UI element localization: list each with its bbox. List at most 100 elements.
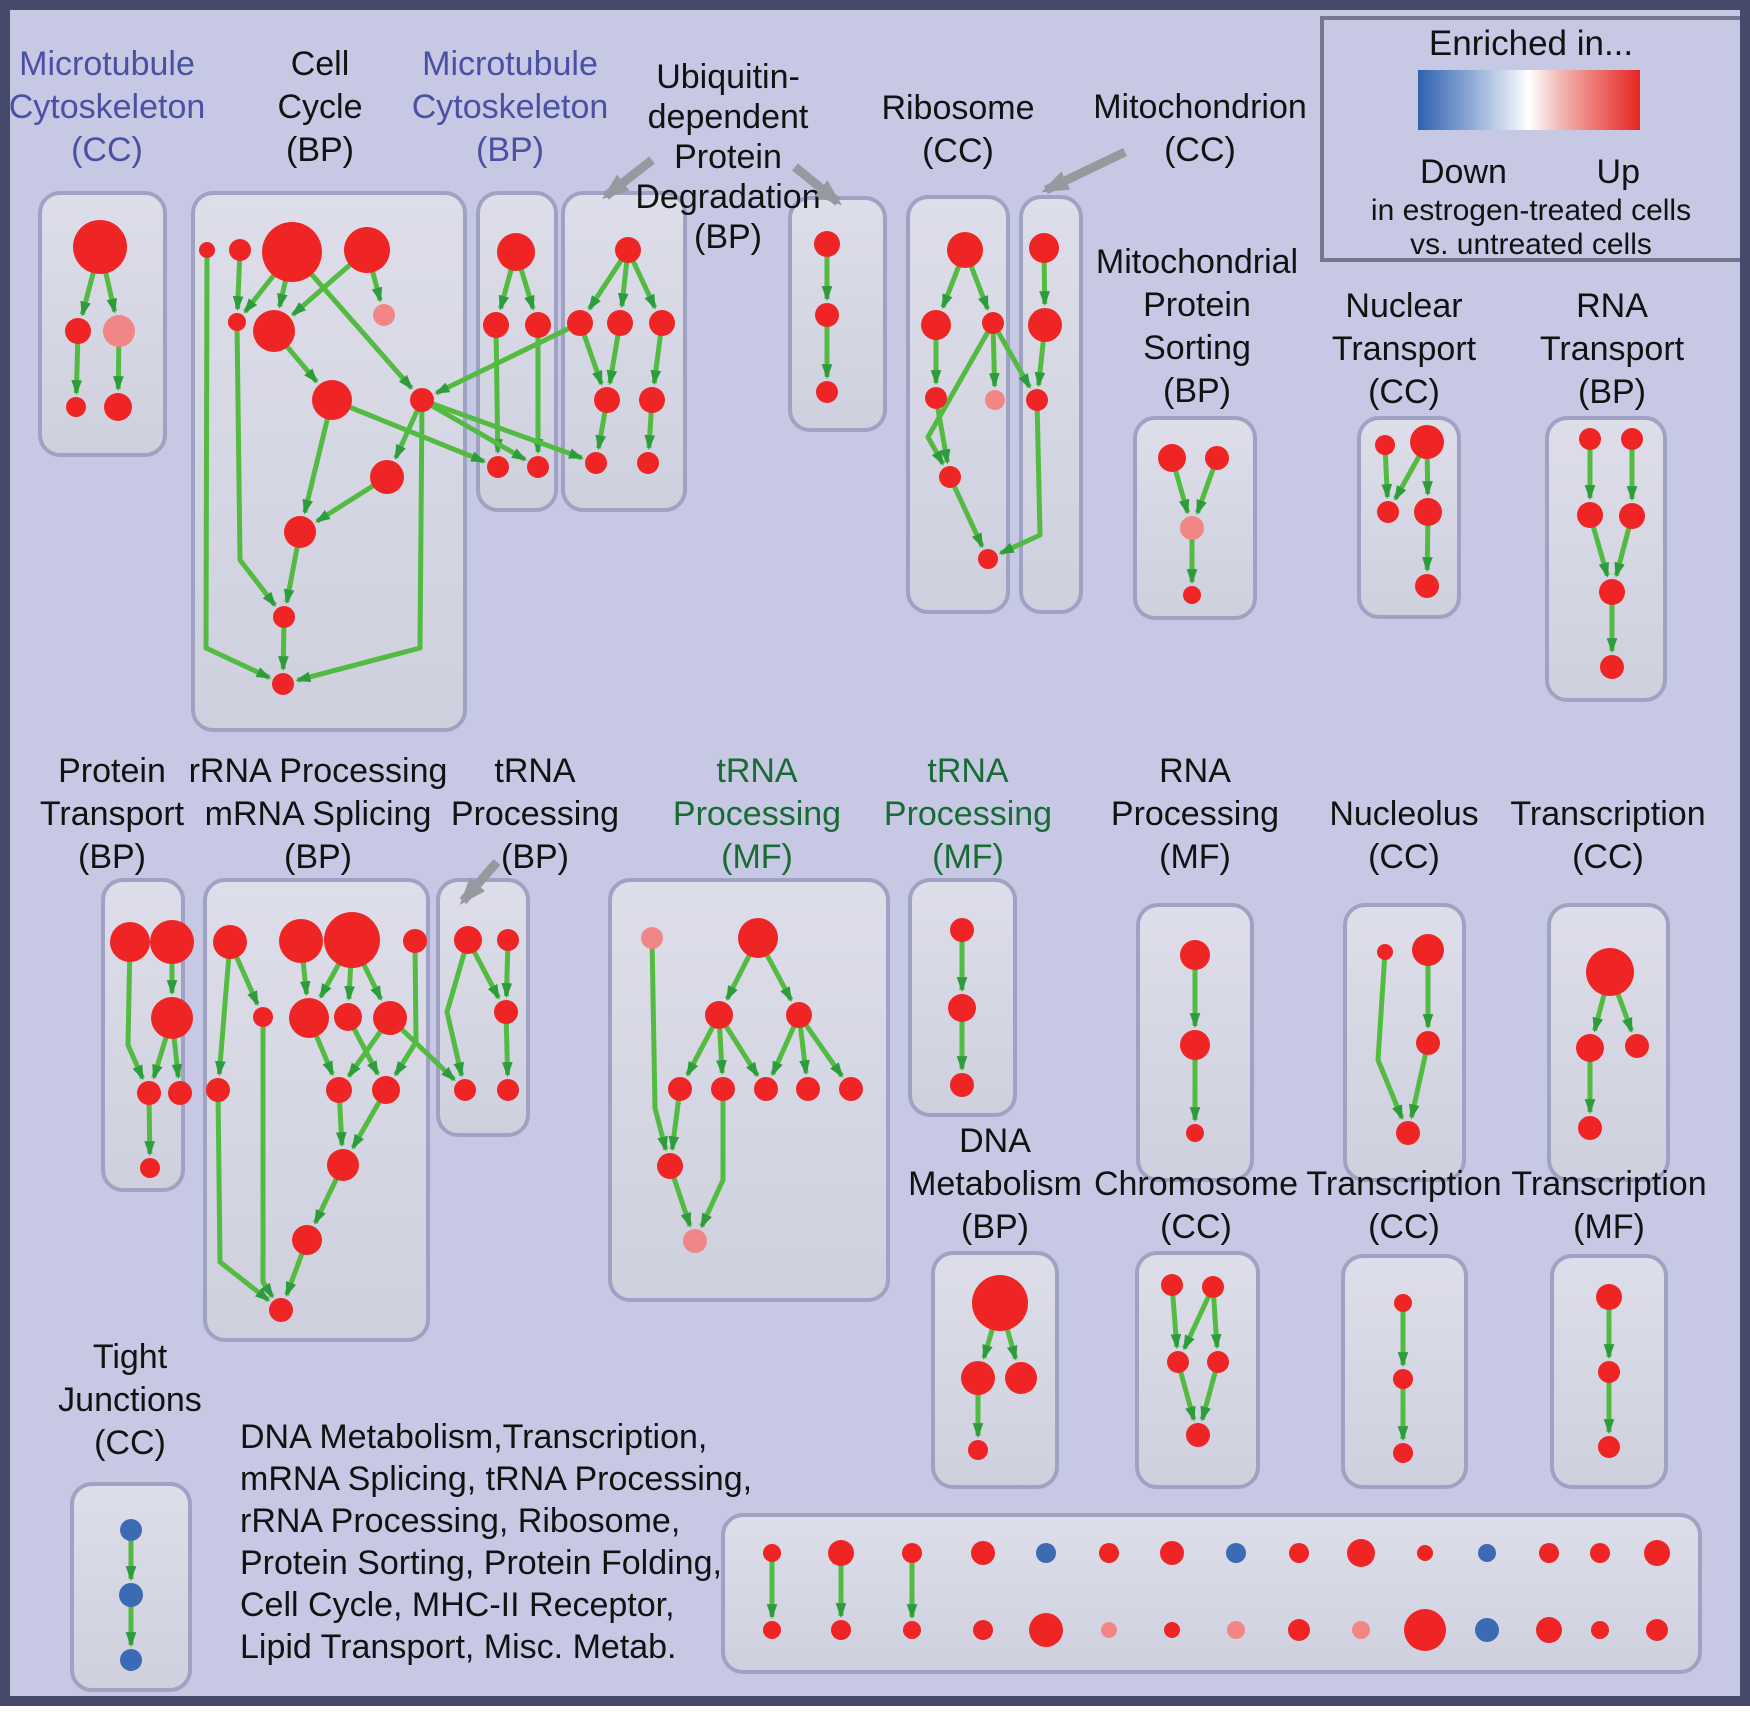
go-term-node-U8b	[1227, 1621, 1245, 1639]
cluster-label-mito-protein-sorting: (BP)	[1163, 372, 1231, 410]
cluster-label-ribosome-cc: (CC)	[922, 132, 994, 170]
go-term-node-U5b	[1029, 1613, 1063, 1647]
go-term-node-B6	[253, 310, 295, 352]
legend-subtitle-line2: vs. untreated cells	[1410, 228, 1652, 261]
go-term-node-U13t	[1539, 1543, 1559, 1563]
cluster-label-ubiquitin-degradation: dependent	[648, 98, 809, 136]
cluster-label-rna-processing-mf: (MF)	[1159, 838, 1231, 876]
cluster-label-transcription-cc-mid: Transcription	[1510, 795, 1705, 833]
cluster-label-trna-mf-large: (MF)	[721, 838, 793, 876]
go-term-node-V1	[1394, 1294, 1412, 1312]
go-term-node-P2	[1180, 1030, 1210, 1060]
go-term-node-P3	[1186, 1124, 1204, 1142]
go-term-node-N6	[711, 1077, 735, 1101]
go-term-node-T2	[1202, 1276, 1224, 1298]
annotation-arrows-layer	[459, 147, 1127, 905]
go-term-node-U6t	[1099, 1543, 1119, 1563]
go-term-node-F4	[925, 387, 947, 409]
cluster-label-tight-junctions: (CC)	[94, 1424, 166, 1462]
go-term-node-G1	[1029, 233, 1059, 263]
cluster-box-cell-cycle	[191, 191, 467, 732]
go-term-node-X2	[119, 1583, 143, 1607]
cluster-labels-layer: Microtubule Cytoskeleton (CC) Cell Cycle (BP)…	[9, 45, 1707, 1462]
go-term-node-J2	[1621, 428, 1643, 450]
bottom-margin	[0, 1706, 1750, 1715]
cluster-label-rrna-mrna: (BP)	[284, 838, 352, 876]
edge-G3-F7	[998, 399, 1043, 556]
go-term-node-R3	[1625, 1034, 1649, 1058]
go-term-node-U11b	[1404, 1609, 1446, 1651]
cluster-label-rna-processing-mf: RNA	[1159, 752, 1231, 790]
legend-title: Enriched in...	[1429, 24, 1633, 63]
edge-B9-C5	[420, 397, 527, 462]
go-term-node-N9	[839, 1077, 863, 1101]
go-term-node-U7t	[1160, 1541, 1184, 1565]
go-term-node-W1	[1596, 1284, 1622, 1310]
go-term-node-D5	[594, 387, 620, 413]
go-term-node-U9b	[1288, 1619, 1310, 1641]
go-term-node-D7	[585, 452, 607, 474]
edge-C2-C4	[492, 324, 503, 455]
go-term-node-U12b	[1475, 1618, 1499, 1642]
edge-F6-F7	[947, 475, 985, 549]
go-term-node-J5	[1599, 579, 1625, 605]
go-term-node-P1	[1180, 940, 1210, 970]
go-term-node-H3	[1180, 516, 1204, 540]
misc-text-line: DNA Metabolism,Transcription,	[240, 1418, 707, 1456]
cluster-label-protein-transport: Protein	[58, 752, 166, 790]
go-term-node-M5	[497, 1079, 519, 1101]
go-term-node-H4	[1183, 586, 1201, 604]
cluster-label-transcription-mf: Transcription	[1511, 1165, 1706, 1203]
go-term-node-D2	[567, 310, 593, 336]
go-term-node-U10b	[1352, 1621, 1370, 1639]
go-term-node-N8	[796, 1077, 820, 1101]
go-term-node-F7	[978, 549, 998, 569]
go-term-node-D8	[637, 452, 659, 474]
edge-N1-N10	[649, 937, 669, 1152]
go-term-node-O3	[950, 1073, 974, 1097]
go-term-node-H2	[1205, 446, 1229, 470]
legend-box	[1320, 16, 1746, 262]
go-term-node-X3	[120, 1649, 142, 1671]
go-term-node-C5	[527, 456, 549, 478]
go-term-node-C2	[483, 312, 509, 338]
go-term-node-F1	[947, 232, 983, 268]
go-term-node-U5t	[1036, 1543, 1056, 1563]
go-term-node-U4t	[971, 1541, 995, 1565]
cluster-label-ubiquitin-degradation: Ubiquitin-	[656, 58, 800, 96]
legend: Enriched in... Down Up in estrogen-treat…	[1320, 16, 1746, 262]
go-term-node-K3	[151, 997, 193, 1039]
go-term-node-G2	[1028, 308, 1062, 342]
go-term-node-S1	[972, 1275, 1028, 1331]
go-term-node-I2	[1410, 425, 1444, 459]
go-term-node-M1	[454, 926, 482, 954]
go-term-node-A1	[73, 220, 127, 274]
cluster-box-microtubule-cc	[38, 191, 167, 457]
cluster-label-mito-protein-sorting: Sorting	[1143, 329, 1251, 367]
cluster-label-protein-transport: Transport	[40, 795, 185, 833]
go-term-node-B2	[229, 239, 251, 261]
go-term-node-B7	[373, 304, 395, 326]
go-term-node-M4	[454, 1079, 476, 1101]
edge-L1-L9	[214, 941, 233, 1077]
go-term-node-L1	[213, 925, 247, 959]
misc-text-line: Protein Sorting, Protein Folding,	[240, 1544, 722, 1582]
go-term-node-E3	[816, 381, 838, 403]
cluster-label-trna-mf-small: tRNA	[927, 752, 1009, 790]
go-term-node-F6	[939, 466, 961, 488]
go-term-node-R4	[1578, 1116, 1602, 1140]
edge-T2-T3	[1182, 1285, 1216, 1351]
go-term-node-K2	[150, 920, 194, 964]
cluster-label-trna-bp: tRNA	[494, 752, 576, 790]
go-term-node-L4	[403, 929, 427, 953]
cluster-label-ubiquitin-degradation: Degradation	[635, 178, 820, 216]
cluster-box-chromosome	[1135, 1251, 1260, 1489]
go-term-node-L13	[292, 1225, 322, 1255]
cluster-label-nuclear-transport: (CC)	[1368, 373, 1440, 411]
cluster-label-trna-mf-large: Processing	[673, 795, 841, 833]
edge-Q3-Q4	[1409, 1042, 1431, 1120]
go-term-node-U12t	[1478, 1544, 1496, 1562]
go-term-node-C4	[487, 456, 509, 478]
cluster-label-nucleolus: Nucleolus	[1329, 795, 1478, 833]
